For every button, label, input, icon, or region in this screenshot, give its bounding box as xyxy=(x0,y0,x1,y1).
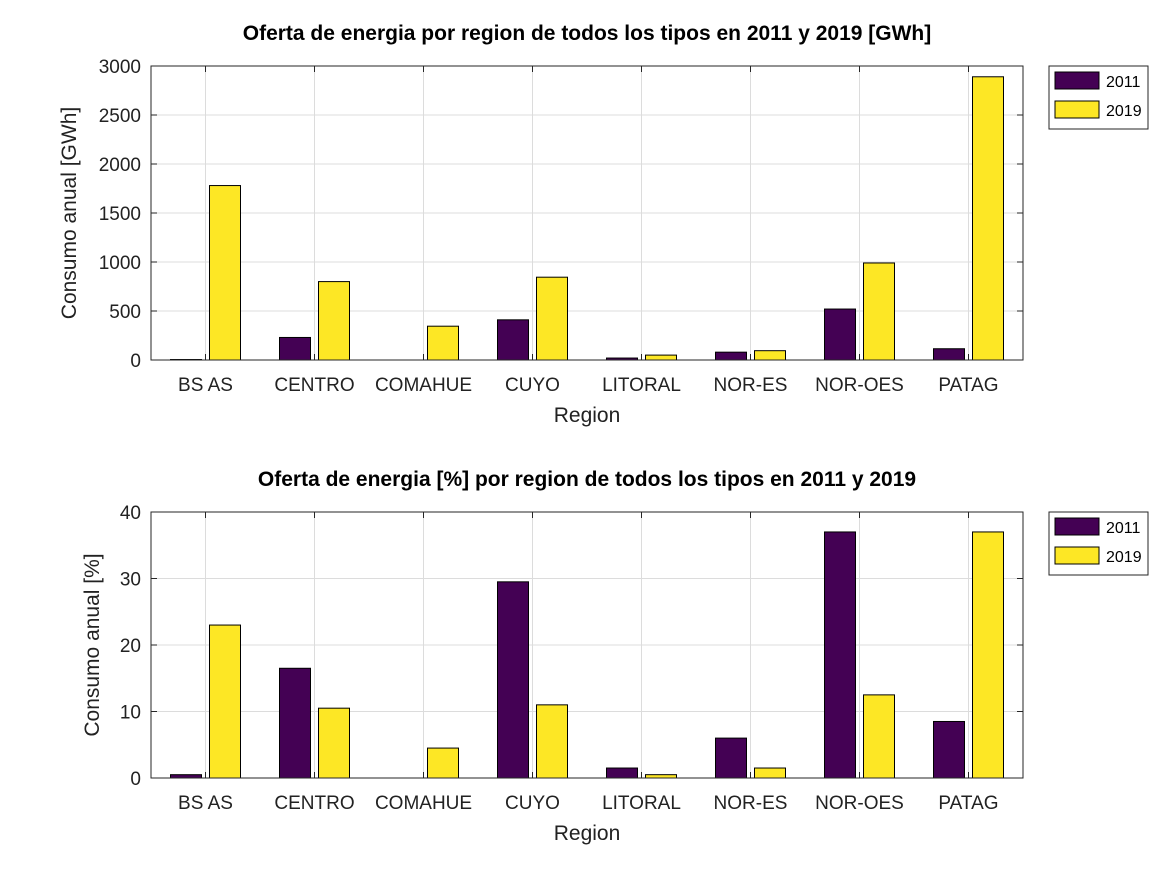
legend-label-2019: 2019 xyxy=(1106,549,1142,566)
legend: 2011 2019 xyxy=(1048,65,1149,130)
legend-label-2011: 2011 xyxy=(1106,520,1141,537)
bar-2019-nor-es xyxy=(754,350,786,361)
x-tick-label: PATAG xyxy=(938,375,998,396)
y-tick-label: 500 xyxy=(109,302,141,323)
legend-swatch-2019 xyxy=(1054,546,1100,565)
chart-title: Oferta de energia [%] por region de todo… xyxy=(258,468,916,491)
chart-gwh: Oferta de energia por region de todos lo… xyxy=(58,22,1149,427)
x-axis-label: Region xyxy=(554,822,621,845)
y-tick-label: 0 xyxy=(130,769,141,790)
legend-label-2011: 2011 xyxy=(1106,74,1141,91)
x-tick-label: NOR-OES xyxy=(815,375,904,396)
y-tick-label: 20 xyxy=(120,636,141,657)
bar-2011-centro xyxy=(279,336,311,361)
plot-area: 0 500 1000 1500 2000 2500 3000 BS AS CENTRO COMAH… xyxy=(99,57,1024,396)
bar-2011-nor-es xyxy=(715,351,747,361)
bar-2019-comahue xyxy=(427,747,459,779)
y-tick-label: 40 xyxy=(120,503,141,524)
y-tick-label: 10 xyxy=(120,703,141,724)
bar-2019-centro xyxy=(318,281,350,361)
x-tick-label: NOR-ES xyxy=(714,793,788,814)
bar-2019-bs-as xyxy=(209,185,241,361)
legend-swatch-2011 xyxy=(1054,71,1100,90)
legend-swatch-2019 xyxy=(1054,100,1100,119)
bar-2019-patag xyxy=(972,531,1004,779)
bar-2011-litoral xyxy=(606,767,638,779)
bar-2019-nor-oes xyxy=(863,262,895,361)
bar-2011-cuyo xyxy=(497,581,529,779)
y-tick-label: 30 xyxy=(120,570,141,591)
y-tick-label: 3000 xyxy=(99,57,141,78)
bar-2019-nor-oes xyxy=(863,694,895,779)
x-tick-label: BS AS xyxy=(178,793,233,814)
legend-swatch-2011 xyxy=(1054,517,1100,536)
bar-2019-nor-es xyxy=(754,767,786,779)
x-tick-label: NOR-OES xyxy=(815,793,904,814)
y-axis-label: Consumo anual [%] xyxy=(81,553,104,736)
y-tick-label: 0 xyxy=(130,351,141,372)
bar-2019-litoral xyxy=(645,354,677,361)
x-tick-label: PATAG xyxy=(938,793,998,814)
x-tick-label: CUYO xyxy=(505,375,560,396)
y-tick-label: 1000 xyxy=(99,253,141,274)
y-tick-label: 2000 xyxy=(99,155,141,176)
bar-2011-centro xyxy=(279,667,311,779)
x-tick-label: BS AS xyxy=(178,375,233,396)
x-tick-label: CUYO xyxy=(505,793,560,814)
bar-2019-cuyo xyxy=(536,704,568,779)
y-tick-label: 2500 xyxy=(99,106,141,127)
bar-2019-centro xyxy=(318,707,350,779)
x-tick-label: LITORAL xyxy=(602,375,681,396)
y-tick-label: 1500 xyxy=(99,204,141,225)
bar-2011-nor-oes xyxy=(824,531,856,779)
bar-2019-comahue xyxy=(427,325,459,361)
bar-2019-bs-as xyxy=(209,624,241,779)
chart-title: Oferta de energia por region de todos lo… xyxy=(243,22,932,45)
y-axis-label: Consumo anual [GWh] xyxy=(58,107,81,319)
bar-2011-patag xyxy=(933,720,965,779)
legend: 2011 2019 xyxy=(1048,511,1149,576)
plot-area: 0 10 20 30 40 BS AS CENTRO COMAHUE CUYO LITORAL NO… xyxy=(120,503,1024,814)
bar-2011-cuyo xyxy=(497,319,529,361)
x-tick-label: CENTRO xyxy=(274,375,354,396)
x-tick-label: NOR-ES xyxy=(714,375,788,396)
bar-2019-cuyo xyxy=(536,276,568,361)
bar-2011-nor-oes xyxy=(824,308,856,361)
x-tick-label: COMAHUE xyxy=(375,375,472,396)
x-tick-label: CENTRO xyxy=(274,793,354,814)
x-axis-label: Region xyxy=(554,404,621,427)
chart-percent: Oferta de energia [%] por region de todo… xyxy=(81,468,1149,845)
x-tick-label: COMAHUE xyxy=(375,793,472,814)
legend-label-2019: 2019 xyxy=(1106,103,1142,120)
x-tick-label: LITORAL xyxy=(602,793,681,814)
bar-2011-nor-es xyxy=(715,737,747,779)
bar-2011-patag xyxy=(933,348,965,361)
bar-2019-patag xyxy=(972,76,1004,361)
